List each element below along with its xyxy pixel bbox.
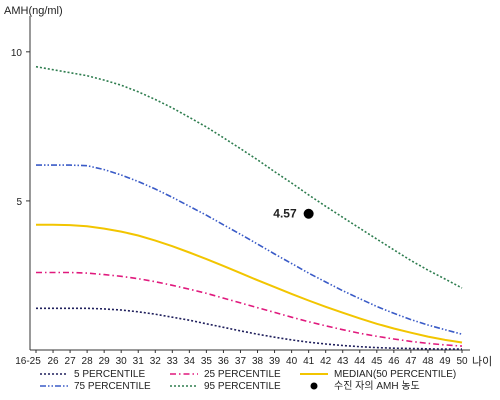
y-axis-title: AMH(ng/ml) — [4, 5, 63, 17]
legend-item: 수진 자의 AMH 농도 — [310, 380, 420, 392]
x-tick-label: 27 — [65, 356, 77, 367]
series-line-95-percentile — [35, 65, 463, 289]
x-axis-title: 나이 — [472, 355, 492, 368]
legend-label: 25 PERCENTILE — [204, 369, 281, 380]
x-tick-label: 26 — [47, 356, 59, 367]
x-tick-label: 29 — [99, 356, 111, 367]
legend-label: 75 PERCENTILE — [74, 381, 151, 392]
patient-amh-point — [303, 208, 314, 219]
points-layer: 4.57 — [273, 207, 314, 221]
chart-axes — [29, 16, 470, 351]
x-tick-label: 38 — [252, 356, 264, 367]
x-tick-label: 48 — [422, 356, 434, 367]
x-tick-label: 16-25 — [15, 356, 41, 367]
series-line-75-percentile — [36, 164, 463, 335]
x-tick-label: 30 — [116, 356, 128, 367]
x-ticks: 16-25 26 27 28 29 30 31 32 33 34 35 36 37 38 39 40 41 42 4… — [15, 350, 468, 367]
legend-label: 95 PERCENTILE — [204, 381, 281, 392]
legend-item: 95 PERCENTILE — [170, 381, 281, 392]
legend-item: 25 PERCENTILE — [170, 369, 281, 380]
y-ticks: 5 10 — [11, 48, 30, 208]
x-tick-label: 39 — [269, 356, 281, 367]
legend-label: 수진 자의 AMH 농도 — [334, 380, 420, 392]
legend-label: MEDIAN(50 PERCENTILE) — [334, 369, 456, 380]
x-tick-label: 28 — [82, 356, 94, 367]
legend-swatch — [310, 382, 318, 390]
x-tick-label: 32 — [150, 356, 162, 367]
x-tick-label: 31 — [133, 356, 145, 367]
series-line-median-50-percentile- — [36, 223, 463, 344]
legend-label: 5 PERCENTILE — [74, 369, 145, 380]
x-tick-label: 47 — [405, 356, 417, 367]
x-tick-label: 42 — [320, 356, 332, 367]
x-tick-label: 35 — [201, 356, 213, 367]
x-tick-label: 40 — [286, 356, 298, 367]
x-tick-label: 49 — [439, 356, 451, 367]
y-tick-label: 10 — [11, 48, 23, 59]
legend-item: MEDIAN(50 PERCENTILE) — [300, 369, 456, 380]
patient-amh-value-label: 4.57 — [273, 207, 297, 221]
x-tick-label: 37 — [235, 356, 247, 367]
x-tick-label: 50 — [456, 356, 468, 367]
series-layer — [35, 65, 463, 350]
legend: 5 PERCENTILE 25 PERCENTILE MEDIAN(50 PERCE… — [40, 369, 456, 392]
x-tick-label: 34 — [184, 356, 196, 367]
x-tick-label: 44 — [354, 356, 366, 367]
x-tick-label: 33 — [167, 356, 179, 367]
y-tick-label: 5 — [16, 197, 22, 208]
series-line-25-percentile — [36, 271, 463, 347]
legend-item: 5 PERCENTILE — [40, 369, 145, 380]
x-tick-label: 36 — [218, 356, 230, 367]
x-tick-label: 41 — [303, 356, 315, 367]
legend-item: 75 PERCENTILE — [40, 381, 151, 392]
x-tick-label: 45 — [371, 356, 383, 367]
x-tick-label: 46 — [388, 356, 400, 367]
x-tick-label: 43 — [337, 356, 349, 367]
